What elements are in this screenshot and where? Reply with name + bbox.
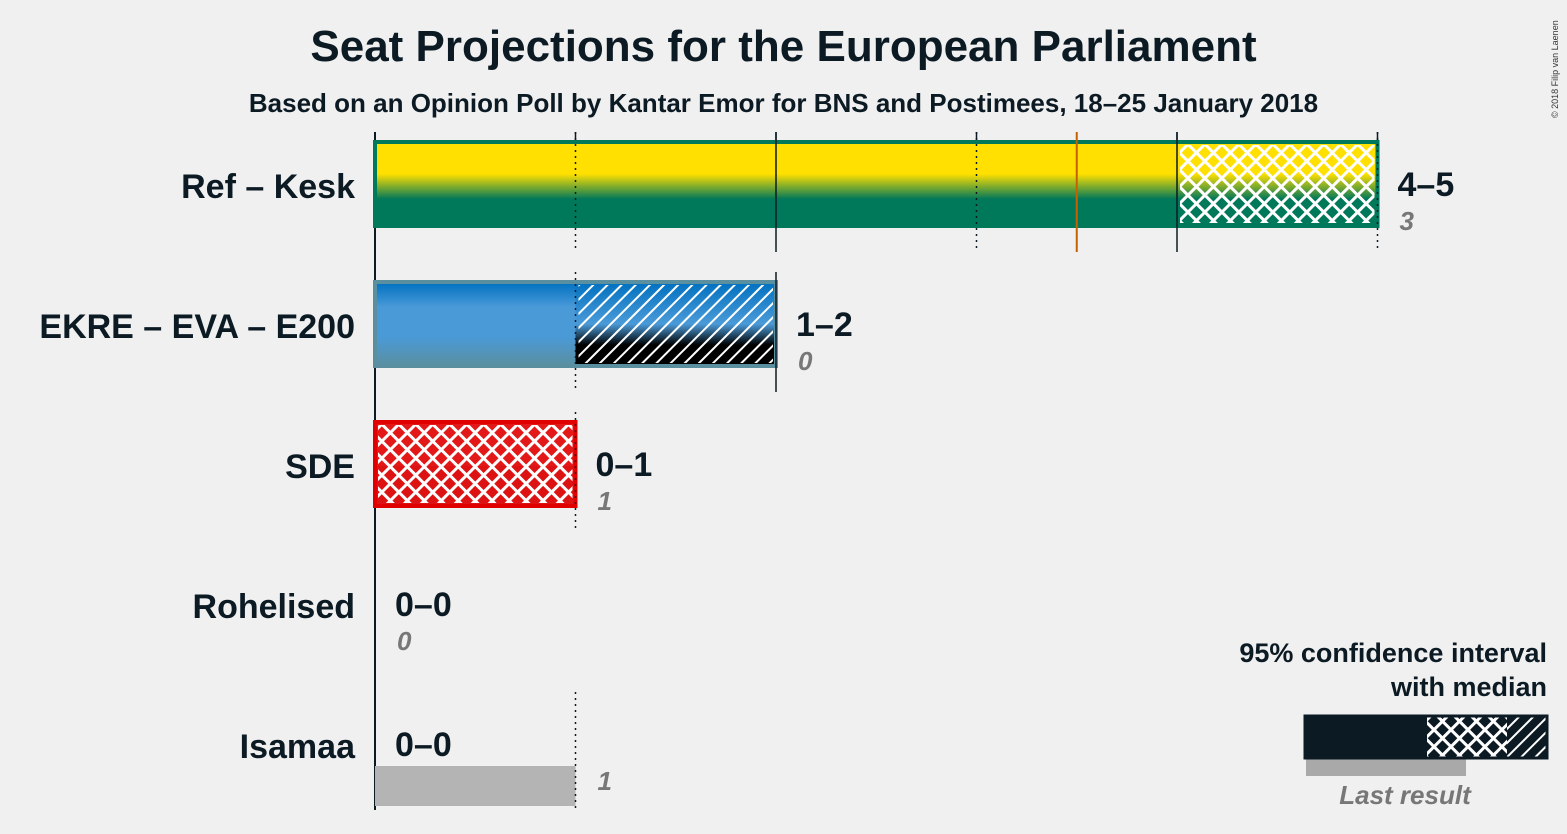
- party-label: Ref – Kesk: [181, 168, 355, 206]
- legend-last-result-label: Last result: [1339, 780, 1471, 810]
- last-result-label: 0: [397, 626, 412, 656]
- legend-title-line2: with median: [1390, 672, 1547, 702]
- party-label: SDE: [285, 448, 355, 486]
- last-result-bar: [375, 766, 576, 806]
- chart-title: Seat Projections for the European Parlia…: [310, 22, 1257, 71]
- party-label: Rohelised: [193, 588, 355, 626]
- party-label: EKRE – EVA – E200: [39, 308, 355, 346]
- last-result-label: 0: [798, 346, 813, 376]
- ci-bar-pattern: [1180, 145, 1375, 223]
- legend: [1303, 714, 1549, 776]
- ci-range-label: 4–5: [1398, 166, 1455, 204]
- legend-last-result-swatch: [1306, 758, 1466, 776]
- ci-bar-pattern: [378, 425, 573, 503]
- legend-ci-outline: [1303, 714, 1549, 760]
- ci-bar-pattern: [578, 285, 773, 363]
- ci-bar-outline: [373, 420, 578, 508]
- legend-ci-upper-swatch: [1507, 716, 1547, 758]
- last-result-label: 1: [598, 766, 612, 796]
- ci-bar-outline: [373, 140, 1380, 228]
- ci-bars: [373, 140, 1380, 508]
- ci-range-label: 1–2: [796, 306, 853, 344]
- last-result-label: 3: [1400, 206, 1415, 236]
- chart-subtitle: Based on an Opinion Poll by Kantar Emor …: [248, 88, 1319, 118]
- legend-title-line1: 95% confidence interval: [1239, 638, 1547, 668]
- ci-bar-solid: [375, 282, 576, 366]
- last-result-label: 1: [598, 486, 612, 516]
- legend-title: 95% confidence interval with median: [1239, 636, 1547, 704]
- ci-range-label: 0–1: [596, 446, 653, 484]
- ci-range-label: 0–0: [395, 726, 452, 764]
- legend-ci-median-swatch: [1427, 716, 1507, 758]
- ci-range-label: 0–0: [395, 586, 452, 624]
- party-label: Isamaa: [240, 728, 356, 766]
- legend-ci-solid-swatch: [1305, 716, 1427, 758]
